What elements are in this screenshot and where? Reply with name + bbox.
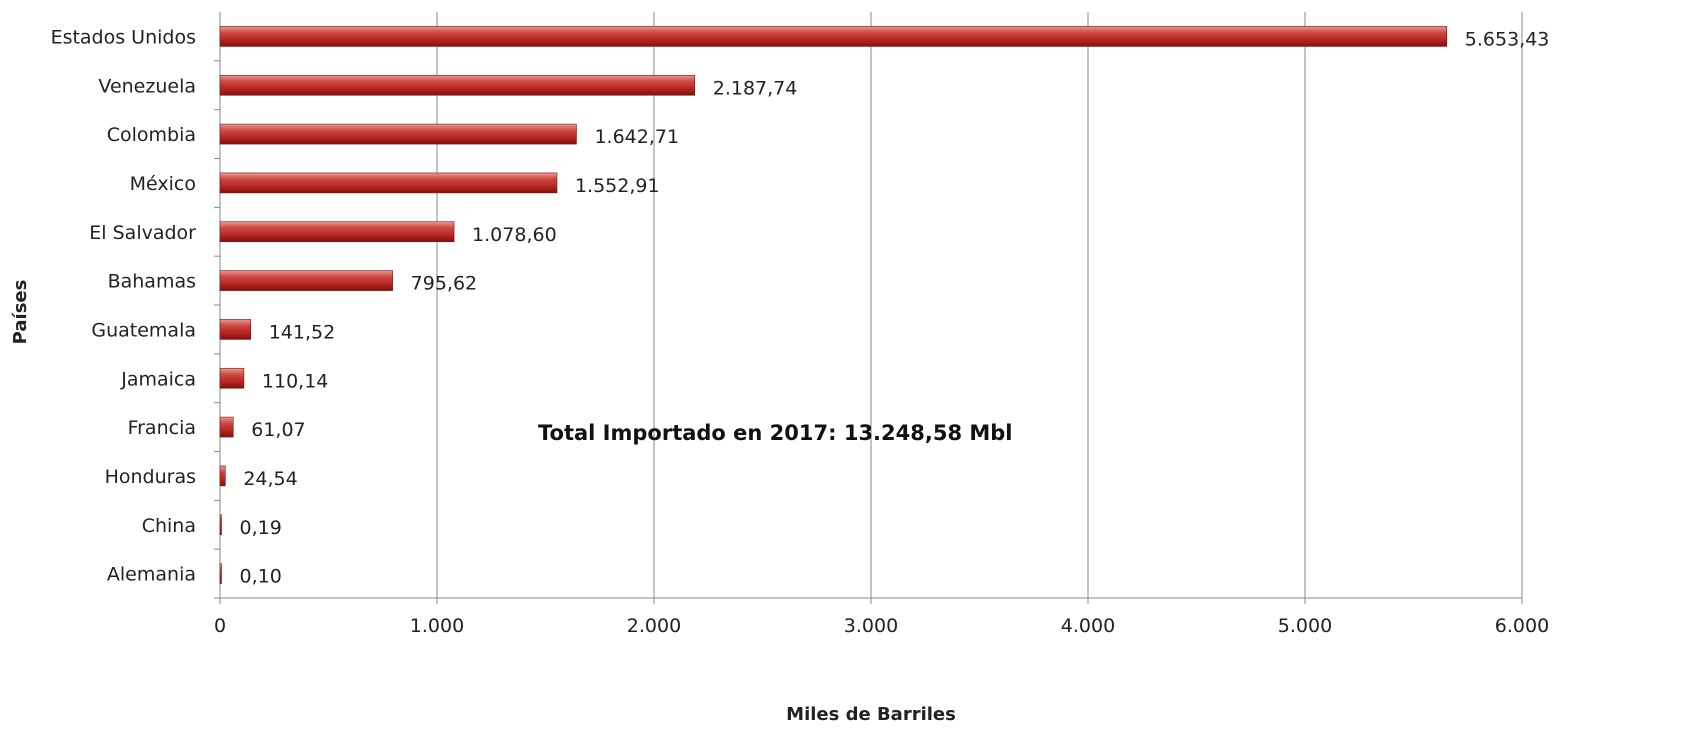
category-label: Honduras — [105, 466, 196, 488]
total-annotation: Total Importado en 2017: 13.248,58 Mbl — [538, 421, 1013, 445]
labels: 0 1.000 2.000 3.000 4.000 5.000 6.000 Estados U… — [51, 26, 1550, 637]
bar — [219, 172, 558, 194]
x-tick-label: 2.000 — [627, 615, 681, 637]
axes — [214, 12, 1523, 604]
value-label: 1.642,71 — [594, 126, 679, 148]
x-axis-title: Miles de Barriles — [786, 704, 956, 725]
y-axis-title: Países — [10, 280, 31, 345]
category-label: Estados Unidos — [51, 26, 196, 48]
value-label: 0,10 — [240, 566, 282, 588]
category-label: El Salvador — [89, 222, 196, 244]
category-label: Guatemala — [91, 319, 196, 341]
bar — [219, 270, 393, 291]
bar — [219, 221, 455, 243]
bar — [219, 123, 577, 145]
bar — [219, 367, 245, 389]
value-label: 141,52 — [269, 321, 335, 343]
x-tick-label: 3.000 — [844, 615, 898, 637]
x-tick-label: 1.000 — [410, 615, 464, 637]
bar — [219, 74, 696, 96]
value-label: 0,19 — [240, 517, 282, 539]
category-label: Colombia — [107, 124, 196, 146]
x-tick-label: 5.000 — [1278, 615, 1332, 637]
category-label: Bahamas — [108, 271, 196, 293]
x-tick-label: 0 — [214, 615, 226, 637]
value-label: 2.187,74 — [713, 77, 798, 99]
x-tick-label: 6.000 — [1495, 615, 1549, 637]
bar — [219, 465, 226, 487]
bar — [219, 319, 252, 340]
bar — [219, 26, 1448, 47]
category-label: China — [142, 515, 196, 537]
value-label: 1.552,91 — [575, 175, 660, 197]
category-label: Alemania — [107, 564, 196, 586]
gridlines — [436, 12, 1523, 598]
x-tick-label: 4.000 — [1061, 615, 1115, 637]
category-label: Jamaica — [120, 368, 196, 390]
category-label: Venezuela — [98, 75, 196, 97]
category-label: Francia — [128, 417, 196, 439]
value-label: 795,62 — [411, 273, 477, 295]
bars — [219, 26, 1448, 584]
value-label: 61,07 — [251, 419, 305, 441]
value-label: 24,54 — [243, 468, 297, 490]
category-label: México — [130, 173, 196, 195]
value-label: 5.653,43 — [1465, 28, 1550, 50]
bar — [219, 514, 222, 536]
bar — [219, 563, 222, 584]
value-label: 110,14 — [262, 370, 328, 392]
value-label: 1.078,60 — [472, 224, 557, 246]
bar — [219, 416, 234, 438]
